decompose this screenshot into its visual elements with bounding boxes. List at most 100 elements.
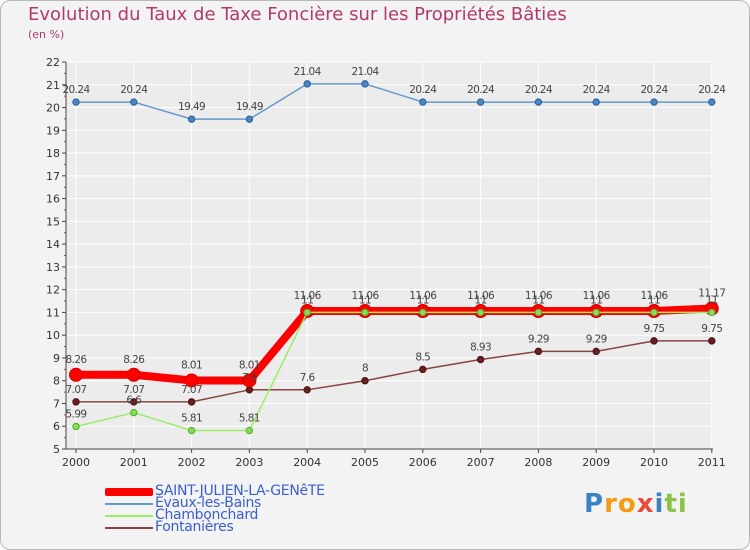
y-tick-label: 16 xyxy=(46,193,60,206)
data-label-fontan: 7.6 xyxy=(242,372,258,384)
point-chambon xyxy=(419,308,427,317)
point-evaux xyxy=(534,98,543,106)
y-tick-label: 18 xyxy=(46,147,60,160)
y-tick-label: 13 xyxy=(46,261,60,274)
data-label-saint: 11.06 xyxy=(351,290,379,302)
y-tick-label: 20 xyxy=(46,102,60,115)
axes: 5 6 7 8 9 10 11 12 13 14 15 16 17 18 19 20 21 22 2000 2001 2… xyxy=(46,56,726,469)
data-label-chambon: 11 xyxy=(417,294,429,306)
data-label-fontan: 8.93 xyxy=(470,342,491,354)
x-tick-label: 2010 xyxy=(640,456,668,469)
data-label-fontan: 7.07 xyxy=(123,384,144,396)
data-label-evaux: 20.24 xyxy=(640,84,668,96)
data-label-saint: 8.01 xyxy=(239,359,260,371)
data-label-saint: 8.26 xyxy=(123,354,145,366)
y-tick-label: 21 xyxy=(46,79,60,92)
point-saint xyxy=(242,373,257,388)
point-chambon xyxy=(130,408,138,417)
data-label-fontan: 9.75 xyxy=(644,323,665,335)
legend-swatch-saint xyxy=(105,488,153,496)
point-fontan xyxy=(419,365,427,374)
data-label-saint: 11.06 xyxy=(525,290,553,302)
point-chambon xyxy=(245,426,254,435)
x-tick-label: 2011 xyxy=(698,456,726,469)
point-fontan xyxy=(476,355,485,364)
point-evaux xyxy=(130,98,138,106)
point-fontan xyxy=(72,398,80,406)
point-chambon xyxy=(303,308,311,317)
y-tick-label: 9 xyxy=(53,352,60,365)
series-lines xyxy=(69,80,719,435)
data-labels: 20.24 20.24 19.49 19.49 21.04 21.04 20.24 20.24… xyxy=(62,66,726,425)
point-fontan xyxy=(303,386,311,394)
x-tick-label: 2000 xyxy=(62,456,90,469)
x-tick-label: 2003 xyxy=(235,456,263,469)
y-tick-label: 12 xyxy=(46,284,60,297)
y-tick-label: 10 xyxy=(46,329,60,342)
data-label-evaux: 20.24 xyxy=(120,84,148,96)
y-tick-label: 17 xyxy=(46,170,60,183)
data-label-evaux: 21.04 xyxy=(351,66,379,78)
point-fontan xyxy=(245,386,254,394)
data-label-chambon: 11 xyxy=(706,294,718,306)
y-tick-label: 11 xyxy=(46,306,60,319)
y-tick-label: 7 xyxy=(53,397,60,410)
y-tick-label: 14 xyxy=(46,238,60,251)
x-tick-label: 2007 xyxy=(467,456,495,469)
data-label-chambon: 6.6 xyxy=(126,395,142,407)
y-tick-label: 6 xyxy=(53,420,60,433)
point-saint xyxy=(69,367,83,382)
data-label-fontan: 8.5 xyxy=(415,351,430,363)
data-label-saint: 11.06 xyxy=(409,290,437,302)
x-tick-label: 2009 xyxy=(582,456,610,469)
x-tick-label: 2008 xyxy=(524,456,552,469)
x-tick-label: 2002 xyxy=(178,456,206,469)
point-chambon xyxy=(534,308,543,317)
legend-label-chambon: Chambonchard xyxy=(155,507,259,523)
data-label-saint: 11.06 xyxy=(467,290,495,302)
point-chambon xyxy=(187,426,196,435)
data-label-saint: 8.01 xyxy=(181,359,202,371)
x-tick-label: 2004 xyxy=(293,456,321,469)
point-evaux xyxy=(72,98,80,106)
data-label-saint: 11.06 xyxy=(583,290,611,302)
legend-swatch-evaux xyxy=(105,503,153,505)
data-label-fontan: 9.75 xyxy=(701,323,722,335)
y-tick-label: 22 xyxy=(46,56,60,69)
data-label-evaux: 20.24 xyxy=(698,84,726,96)
data-label-evaux: 20.24 xyxy=(62,84,90,96)
series-line-saint xyxy=(72,304,716,385)
point-chambon xyxy=(592,308,600,317)
legend-label-evaux: Évaux-les-Bains xyxy=(155,495,262,511)
legend-label-fontan: Fontanières xyxy=(155,519,234,535)
point-fontan xyxy=(130,398,138,406)
point-evaux xyxy=(476,98,485,106)
data-label-chambon: 11 xyxy=(590,294,602,306)
point-evaux xyxy=(303,80,311,88)
data-label-chambon: 11 xyxy=(359,294,371,306)
point-evaux xyxy=(187,115,196,123)
data-label-fontan: 9.29 xyxy=(528,333,549,345)
series-line-fontan xyxy=(75,340,713,403)
series-line-evaux xyxy=(75,83,713,120)
point-evaux xyxy=(592,98,600,106)
logo-letter-i2: i xyxy=(677,489,688,519)
data-label-evaux: 19.49 xyxy=(236,101,263,113)
point-chambon xyxy=(361,308,369,317)
data-label-chambon: 5.99 xyxy=(66,408,87,420)
point-chambon xyxy=(476,308,485,317)
data-label-evaux: 20.24 xyxy=(409,84,437,96)
data-label-chambon: 5.81 xyxy=(239,413,260,425)
point-fontan xyxy=(708,337,716,345)
y-tick-label: 19 xyxy=(46,124,60,137)
point-fontan xyxy=(650,337,658,345)
point-fontan xyxy=(361,377,369,385)
data-label-fontan: 7.07 xyxy=(66,384,87,396)
data-label-evaux: 20.24 xyxy=(467,84,495,96)
data-label-saint: 8.26 xyxy=(66,354,88,366)
data-label-chambon: 11 xyxy=(301,294,313,306)
data-label-chambon: 11 xyxy=(648,294,660,306)
point-evaux xyxy=(361,80,369,88)
plot-area xyxy=(66,62,713,449)
